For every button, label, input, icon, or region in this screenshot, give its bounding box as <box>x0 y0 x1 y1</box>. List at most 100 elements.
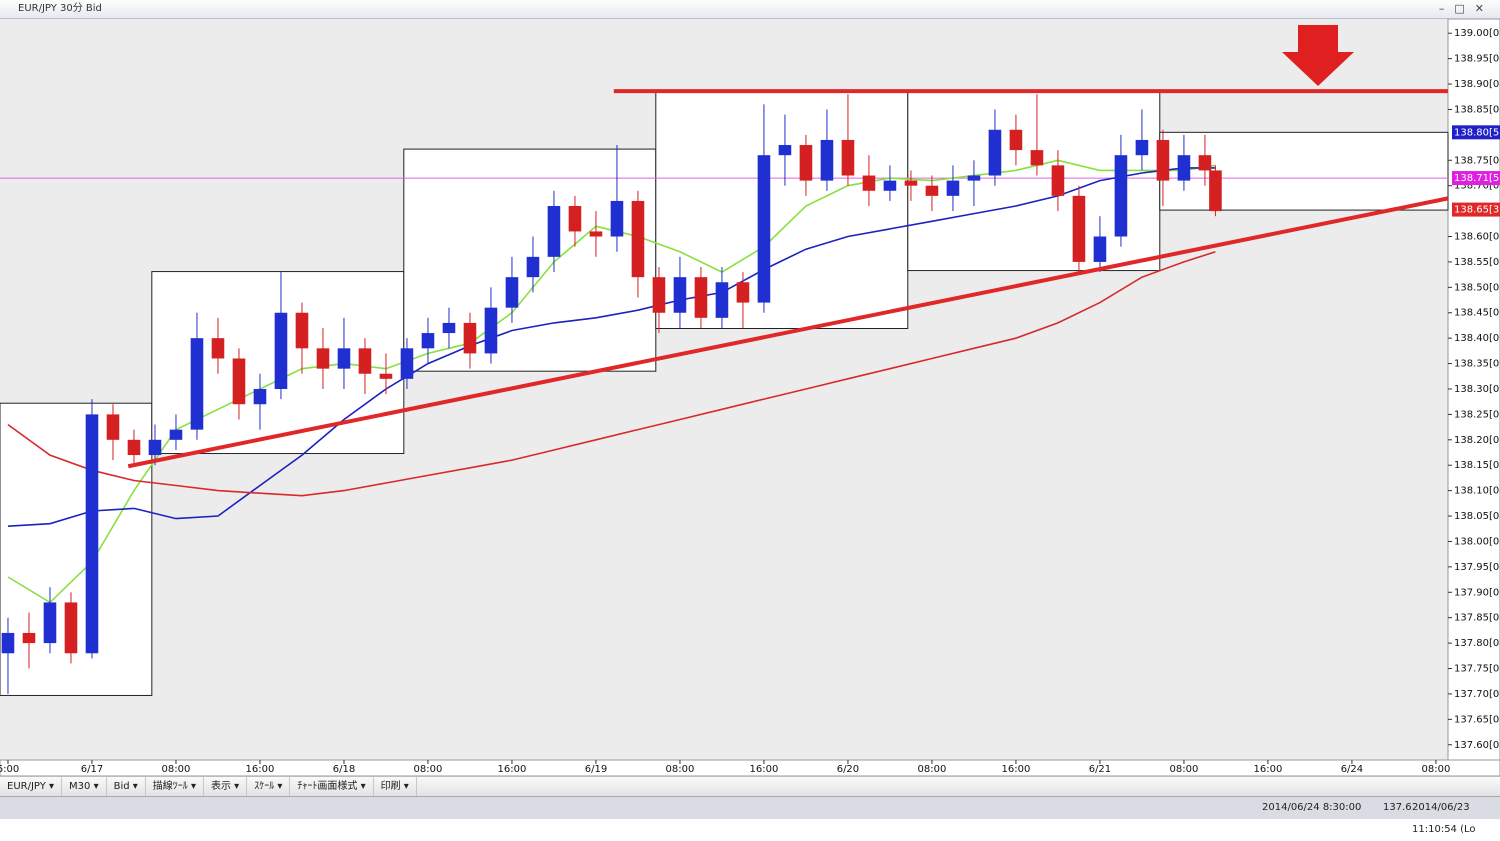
price-label: 138.65[3 <box>1454 205 1499 216</box>
price-label-bg <box>1452 125 1500 140</box>
candle-body <box>820 139 834 181</box>
window-title: EUR/JPY 30分 Bid <box>18 3 102 14</box>
candle-body <box>799 145 813 181</box>
toolbar-button[interactable]: Bid ▾ <box>107 777 146 796</box>
toolbar-button[interactable]: 描線ﾂｰﾙ ▾ <box>146 777 204 796</box>
toolbar-button[interactable]: M30 ▾ <box>62 777 107 796</box>
y-tick-label: 138.50[0] <box>1454 282 1500 293</box>
candle-body <box>547 206 561 257</box>
candle-body <box>22 632 36 644</box>
price-axis-bg <box>1447 18 1500 761</box>
candle-body <box>1114 155 1128 237</box>
chart: 139.00[0] 138.95[0] 138.90[0] 138.85[0] 138.… <box>0 18 1500 776</box>
candle-body <box>568 206 582 232</box>
x-tick-label: 6/20 <box>837 764 859 775</box>
candle-body <box>1009 129 1023 151</box>
y-tick-label: 138.05[0] <box>1454 511 1500 522</box>
toolbar-button[interactable]: 表示 ▾ <box>204 777 248 796</box>
toolbar-button[interactable]: 印刷 ▾ <box>374 777 417 796</box>
moving-average <box>7 167 1216 527</box>
candle-body <box>43 602 57 644</box>
candle-body <box>400 348 414 379</box>
price-label: 138.71[5 <box>1454 173 1499 184</box>
x-tick-label: 16:00 <box>750 764 779 775</box>
candle-body <box>757 155 771 303</box>
x-tick-label: 08:00 <box>1170 764 1199 775</box>
y-tick-label: 137.90[0] <box>1454 587 1500 598</box>
candle-body <box>127 439 141 456</box>
candle-body <box>421 333 435 349</box>
toolbar-button[interactable]: ﾁｬｰﾄ画面様式 ▾ <box>290 777 374 796</box>
candle-body <box>673 277 687 313</box>
candle-body <box>316 348 330 369</box>
y-tick-label: 138.70[0] <box>1454 181 1500 192</box>
y-tick-label: 138.35[0] <box>1454 359 1500 370</box>
candle-body <box>925 185 939 196</box>
down-arrow <box>1282 25 1354 86</box>
candle-body <box>64 602 78 654</box>
y-tick-label: 137.60[0] <box>1454 740 1500 751</box>
x-tick-label: 16:00 <box>1002 764 1031 775</box>
x-tick-label: 16:00 <box>1254 764 1283 775</box>
candle-body <box>1051 165 1065 196</box>
status-price: 137.6 <box>1383 802 1412 813</box>
session-box <box>1159 131 1449 211</box>
candle-body <box>1 632 15 654</box>
y-tick-label: 137.70[0] <box>1454 689 1500 700</box>
window-buttons[interactable]: –□✕ <box>1438 2 1494 15</box>
x-tick-label: 16:00 <box>246 764 275 775</box>
candle-body <box>190 338 204 430</box>
candle-body <box>505 277 519 308</box>
candle-body <box>841 139 855 176</box>
y-tick-label: 137.75[0] <box>1454 664 1500 675</box>
x-tick-label: 08:00 <box>1422 764 1451 775</box>
candle-body <box>274 312 288 389</box>
x-tick-label: 08:00 <box>414 764 443 775</box>
y-tick-label: 137.65[0] <box>1454 714 1500 725</box>
status-bar: 2014/06/24 8:30:00 137.6 2014/06/23 11:1… <box>0 796 1500 835</box>
x-tick-label: 6/18 <box>333 764 355 775</box>
session-box <box>655 90 909 330</box>
candle-body <box>379 373 393 379</box>
candle-body <box>988 129 1002 176</box>
x-tick-label: 6:00 <box>0 764 19 775</box>
toolbar: EUR/JPY ▾ M30 ▾ Bid ▾ 描線ﾂｰﾙ ▾ 表示 ▾ ｽｹｰﾙ ▾ ﾁｬｰﾄ… <box>0 776 1500 796</box>
candle-body <box>946 180 960 196</box>
y-tick-label: 138.60[0] <box>1454 232 1500 243</box>
y-tick-label: 137.80[0] <box>1454 638 1500 649</box>
price-label: 138.80[5 <box>1454 127 1499 138</box>
candle-body <box>652 277 666 313</box>
toolbar-button[interactable]: ｽｹｰﾙ ▾ <box>247 777 291 796</box>
candle-body <box>715 282 729 318</box>
toolbar-button[interactable]: EUR/JPY ▾ <box>0 777 63 796</box>
candle-body <box>442 322 456 334</box>
candle-body <box>484 307 498 354</box>
y-tick-label: 138.45[0] <box>1454 308 1500 319</box>
y-tick-label: 138.00[0] <box>1454 536 1500 547</box>
y-tick-label: 138.75[0] <box>1454 155 1500 166</box>
candle-body <box>967 175 981 181</box>
candle-body <box>1198 155 1212 171</box>
y-tick-label: 138.30[0] <box>1454 384 1500 395</box>
moving-average <box>7 251 1216 497</box>
y-tick-label: 138.20[0] <box>1454 435 1500 446</box>
y-tick-label: 138.90[0] <box>1454 79 1500 90</box>
candle-body <box>211 338 225 359</box>
x-tick-label: 6/21 <box>1089 764 1111 775</box>
y-tick-label: 138.95[0] <box>1454 54 1500 65</box>
candle-body <box>1156 139 1170 181</box>
candle-body <box>904 180 918 186</box>
candle-body <box>1072 195 1086 262</box>
candle-body <box>526 256 540 278</box>
y-tick-label: 138.55[0] <box>1454 257 1500 268</box>
x-tick-label: 08:00 <box>666 764 695 775</box>
y-tick-label: 137.85[0] <box>1454 613 1500 624</box>
y-tick-label: 138.40[0] <box>1454 333 1500 344</box>
candle-body <box>106 414 120 440</box>
candle-body <box>169 429 183 440</box>
candle-body <box>232 358 246 405</box>
candle-body <box>1093 236 1107 262</box>
y-tick-label: 138.15[0] <box>1454 460 1500 471</box>
x-tick-label: 6/19 <box>585 764 607 775</box>
title-bar: EUR/JPY 30分 Bid –□✕ <box>0 0 1500 19</box>
